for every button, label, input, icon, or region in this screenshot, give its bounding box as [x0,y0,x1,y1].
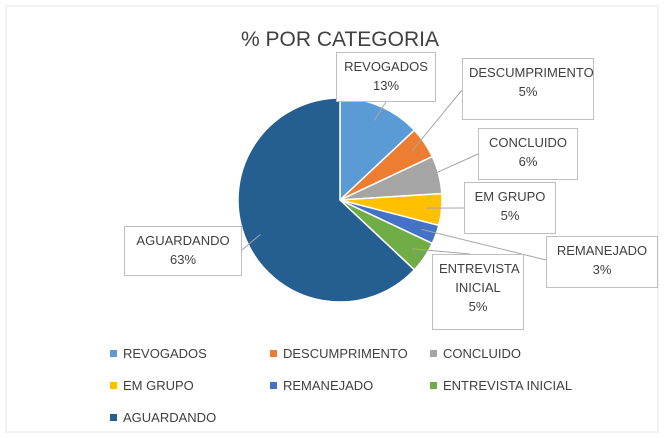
legend-item: REMANEJADO [270,378,373,393]
label-name: EM GRUPO [474,189,546,204]
legend-item: ENTREVISTA INICIAL [430,378,572,393]
leader-line [411,248,471,255]
legend-label: ENTREVISTA INICIAL [443,378,573,393]
legend-item: EM GRUPO [110,378,194,393]
label-name: REVOGADOS [344,59,428,74]
legend-swatch [430,350,437,357]
label-name: CONCLUIDO [488,135,567,150]
legend-label: DESCUMPRIMENTO [283,346,408,361]
label-value: 3% [592,262,612,277]
label-name: DESCUMPRIMENTO [469,65,594,80]
legend-swatch [110,350,117,357]
leader-line [241,234,261,251]
legend-swatch [270,350,277,357]
legend-label: REMANEJADO [283,378,374,393]
data-label: REMANEJADO 3% [546,236,658,288]
legend-item: CONCLUIDO [430,346,521,361]
chart-title: % POR CATEGORIA [241,28,439,51]
data-label: ENTREVISTA INICIAL 5% [432,254,524,330]
label-value: 6% [518,154,538,169]
label-value: 13% [372,78,400,93]
legend-swatch [110,414,117,421]
label-name: AGUARDANDO [136,233,230,248]
legend-item: REVOGADOS [110,346,207,361]
leader-line [374,101,387,121]
data-label: EM GRUPO 5% [464,182,556,234]
legend-label: REVOGADOS [123,346,207,361]
data-label: DESCUMPRIMENTO 5% [462,58,594,120]
label-name: ENTREVISTA INICIAL [439,261,520,295]
frame [5,5,659,433]
label-value: 5% [468,299,488,314]
legend-swatch [270,382,277,389]
label-value: 5% [518,84,538,99]
data-label: REVOGADOS 13% [336,52,436,102]
legend-item: AGUARDANDO [110,410,216,425]
legend-label: EM GRUPO [123,378,194,393]
legend-label: AGUARDANDO [123,410,217,425]
leader-line [421,228,547,261]
legend-item: DESCUMPRIMENTO [270,346,408,361]
data-label: CONCLUIDO 6% [478,128,578,180]
label-value: 5% [500,208,520,223]
leader-line [423,153,479,179]
pie-slice [237,97,416,303]
legend-swatch [430,382,437,389]
legend-swatch [110,382,117,389]
legend-label: CONCLUIDO [443,346,522,361]
leader-line [411,89,463,152]
label-value: 63% [169,252,197,267]
label-name: REMANEJADO [556,243,648,258]
data-label: AGUARDANDO 63% [124,226,242,276]
